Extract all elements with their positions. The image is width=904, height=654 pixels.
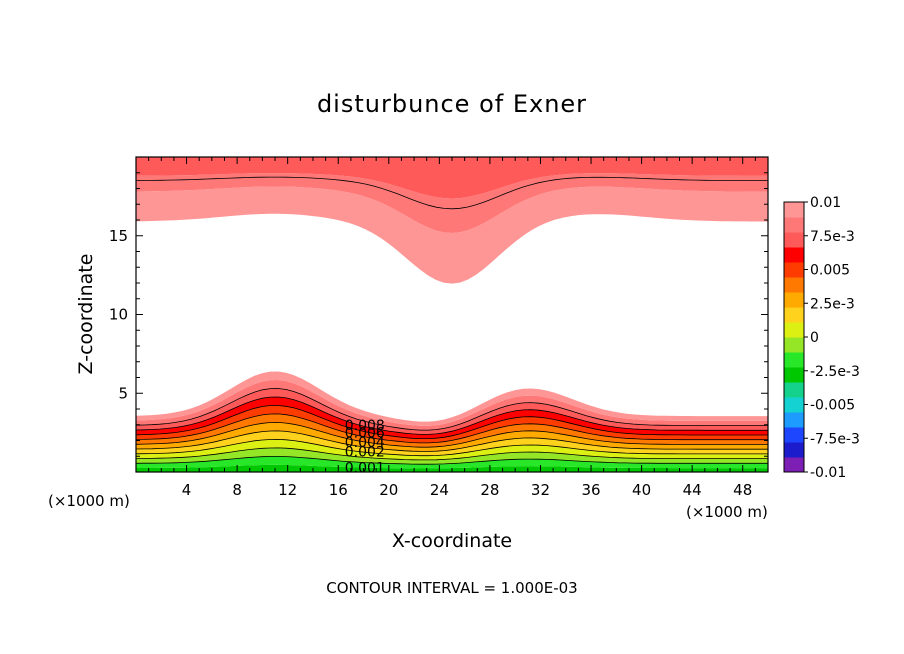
colorbar-swatch <box>784 262 804 278</box>
colorbar-swatch <box>784 202 804 218</box>
contour-bands <box>136 157 768 472</box>
colorbar-label: 0.01 <box>810 195 841 211</box>
contour-band <box>136 439 768 460</box>
contour-label: 0.008 <box>345 418 385 434</box>
colorbar-swatch <box>784 322 804 338</box>
colorbar-label: -0.01 <box>810 465 846 481</box>
colorbar-label: 0.005 <box>810 263 850 279</box>
contour-band <box>136 371 768 426</box>
colorbar-swatch <box>784 352 804 368</box>
x-tick-label: 8 <box>232 481 242 499</box>
contour-band <box>136 157 768 199</box>
x-axis-label: X-coordinate <box>392 530 512 552</box>
colorbar-swatch <box>784 247 804 263</box>
contour-line <box>136 413 768 444</box>
colorbar-swatch <box>784 337 804 353</box>
y-axis-label: Z-coordinate <box>75 254 97 375</box>
x-tick-label: 16 <box>329 481 348 499</box>
colorbar-label: -2.5e-3 <box>810 364 860 380</box>
contour-label: 0.006 <box>345 426 385 442</box>
colorbar-swatch <box>784 277 804 293</box>
contour-line <box>136 447 768 461</box>
contour-line <box>136 388 768 431</box>
x-tick-label: 20 <box>379 481 398 499</box>
contour-band <box>136 380 768 431</box>
contour-line <box>136 430 768 452</box>
colorbar-swatch <box>784 367 804 383</box>
colorbar-label: 7.5e-3 <box>810 229 855 245</box>
colorbar-swatch <box>784 307 804 323</box>
contour-interval-note: CONTOUR INTERVAL = 1.000E-03 <box>326 579 577 597</box>
x-tick-label: 40 <box>632 481 651 499</box>
contour-band <box>136 422 768 452</box>
colorbar-label: 2.5e-3 <box>810 296 855 312</box>
x-tick-label: 4 <box>182 481 192 499</box>
contour-line <box>136 456 768 465</box>
contour-band <box>136 397 768 439</box>
contour-line <box>136 176 768 210</box>
x-tick-label: 24 <box>430 481 449 499</box>
colorbar-swatch <box>784 397 804 413</box>
colorbar-swatch <box>784 427 804 443</box>
x-tick-label: 28 <box>480 481 499 499</box>
x-tick-label: 44 <box>683 481 702 499</box>
x-unit-left: (×1000 m) <box>48 492 130 510</box>
x-unit-right: (×1000 m) <box>686 503 768 521</box>
contour-band <box>136 173 768 233</box>
contour-lines <box>136 176 768 465</box>
contour-band <box>136 447 768 465</box>
y-tick-label: 5 <box>118 384 128 402</box>
x-tick-label: 32 <box>531 481 550 499</box>
colorbar-swatch <box>784 457 804 473</box>
contour-label: 0.004 <box>345 435 385 451</box>
x-tick-label: 12 <box>278 481 297 499</box>
contour-line <box>136 396 768 435</box>
contour-label: 0.002 <box>345 445 385 461</box>
x-axis: 4 8 12 16 20 24 28 32 36 40 44 48 <box>148 157 756 499</box>
colorbar: 0.01 7.5e-3 0.005 2.5e-3 0 -2.5e-3 -0.005 -7.5e… <box>783 195 860 481</box>
x-tick-label: 36 <box>581 481 600 499</box>
colorbar-swatch <box>784 382 804 398</box>
colorbar-swatch <box>784 217 804 233</box>
colorbar-label: -0.005 <box>810 398 855 414</box>
contour-band <box>136 430 768 456</box>
colorbar-swatch <box>784 232 804 248</box>
x-tick-label: 48 <box>733 481 752 499</box>
colorbar-swatch <box>784 292 804 308</box>
chart-title: disturbunce of Exner <box>317 90 587 118</box>
colorbar-swatch <box>784 442 804 458</box>
contour-band <box>136 388 768 435</box>
y-axis: 5 10 15 <box>109 172 768 457</box>
contour-line <box>136 405 768 439</box>
colorbar-label: -7.5e-3 <box>810 431 860 447</box>
colorbar-label: 0 <box>810 330 819 346</box>
contour-band <box>136 456 768 469</box>
colorbar-swatch <box>784 412 804 428</box>
contour-band <box>136 405 768 443</box>
y-tick-label: 15 <box>109 227 128 245</box>
contour-band <box>136 413 768 448</box>
contour-line <box>136 421 768 448</box>
contour-line <box>136 438 768 457</box>
y-tick-label: 10 <box>109 306 128 324</box>
contour-band <box>136 186 768 284</box>
